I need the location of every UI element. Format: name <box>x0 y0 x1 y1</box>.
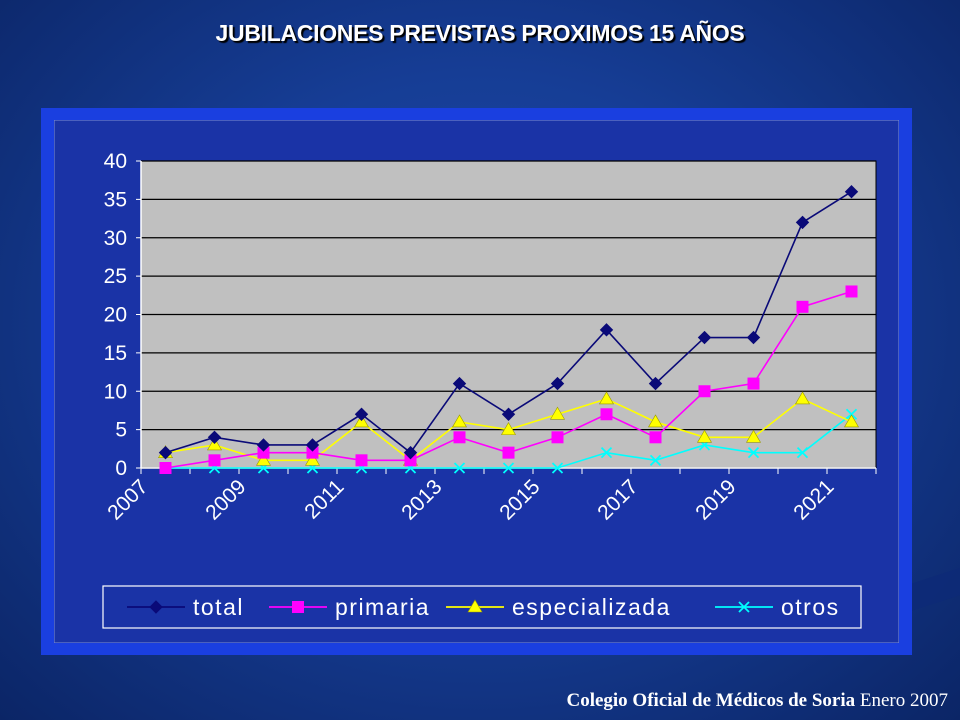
legend-label-otros: otros <box>781 594 840 620</box>
data-point-especializada <box>745 429 762 443</box>
data-point-otros <box>551 462 564 474</box>
data-point-especializada <box>304 452 321 466</box>
data-point-otros <box>796 447 809 459</box>
slide-title: JUBILACIONES PREVISTAS PROXIMOS 15 AÑOS <box>215 20 745 46</box>
data-point-especializada <box>500 422 517 435</box>
data-point-primaria <box>551 431 564 444</box>
data-point-otros <box>600 447 613 459</box>
data-point-total <box>256 438 271 452</box>
y-tick-label: 15 <box>104 342 127 365</box>
data-point-especializada <box>647 414 664 428</box>
legend-marker-otros <box>738 601 750 613</box>
data-point-especializada <box>598 391 615 405</box>
data-point-especializada <box>255 452 272 466</box>
chart-area: 0 5 10 15 20 25 30 35 40 2007 2009 2011 2013 2015 2017… <box>54 120 899 643</box>
data-point-especializada <box>451 414 468 428</box>
data-point-primaria <box>796 300 809 313</box>
y-tick-label: 25 <box>104 265 127 288</box>
data-point-total <box>354 407 369 421</box>
data-point-primaria <box>355 454 368 467</box>
data-point-total <box>550 376 565 391</box>
data-point-primaria <box>159 462 172 474</box>
data-point-primaria <box>600 408 613 421</box>
data-point-primaria <box>208 454 221 467</box>
footer-date: Enero 2007 <box>859 690 948 711</box>
data-point-total <box>746 330 761 345</box>
legend-marker-total <box>149 600 163 614</box>
y-tick-label: 40 <box>104 150 127 173</box>
data-point-total <box>452 376 467 391</box>
data-point-total <box>795 215 810 230</box>
data-point-primaria <box>845 285 858 298</box>
data-point-especializada <box>549 406 566 420</box>
data-point-otros <box>502 462 515 474</box>
data-point-total <box>207 430 222 445</box>
y-tick-label: 0 <box>115 457 127 480</box>
y-tick-label: 30 <box>104 227 127 250</box>
y-tick-label: 10 <box>104 380 127 403</box>
footer: Colegio Oficial de Médicos de Soria Ener… <box>566 690 948 712</box>
data-point-total <box>599 323 614 337</box>
legend-marker-especializada <box>467 599 483 613</box>
data-point-total <box>305 438 320 452</box>
data-point-primaria <box>649 431 662 444</box>
y-tick-label: 5 <box>115 419 127 442</box>
data-point-otros <box>845 408 858 420</box>
data-point-total <box>158 445 173 460</box>
data-point-total <box>501 407 516 421</box>
y-tick-label: 20 <box>104 304 127 327</box>
legend-label-total: total <box>193 594 244 620</box>
data-point-primaria <box>502 446 515 459</box>
data-point-total <box>844 184 859 199</box>
data-point-otros <box>747 447 760 459</box>
data-point-total <box>648 376 663 391</box>
data-point-total <box>403 445 418 460</box>
data-point-primaria <box>698 385 711 398</box>
data-point-otros <box>649 454 662 466</box>
y-tick-label: 35 <box>104 188 127 211</box>
chart-frame: 0 5 10 15 20 25 30 35 40 2007 2009 2011 2013 2015 2017… <box>41 108 912 655</box>
data-point-total <box>697 330 712 345</box>
legend-label-especializada: especializada <box>512 594 671 620</box>
legend-marker-primaria <box>292 601 304 613</box>
data-point-especializada <box>843 414 860 428</box>
data-point-especializada <box>696 429 713 443</box>
data-point-primaria <box>747 377 760 390</box>
data-point-primaria <box>453 431 466 444</box>
legend-label-primaria: primaria <box>335 594 430 620</box>
data-point-otros <box>453 462 466 474</box>
data-point-especializada <box>794 391 811 405</box>
footer-org: Colegio Oficial de Médicos de Soria <box>566 690 856 711</box>
